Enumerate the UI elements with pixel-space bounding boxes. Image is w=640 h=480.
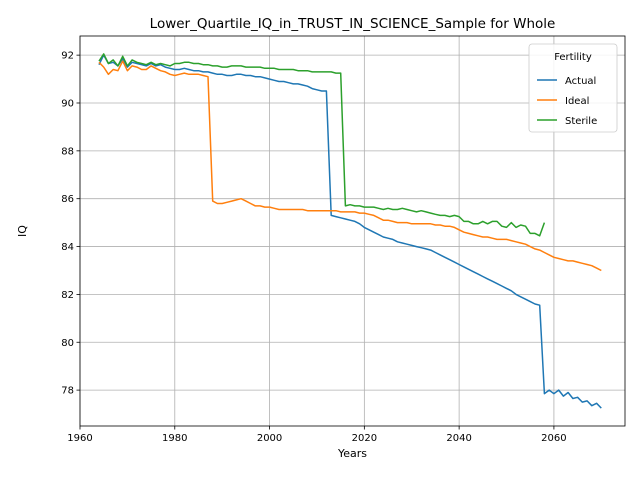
x-tick-label: 2000: [257, 433, 282, 444]
x-axis-label: Years: [337, 447, 367, 460]
y-axis-label: IQ: [16, 225, 29, 237]
series-line-ideal: [98, 60, 602, 272]
y-tick-label: 78: [61, 386, 74, 397]
series-line-actual: [98, 54, 602, 409]
x-tick-label: 2040: [446, 433, 471, 444]
legend-label-sterile: Sterile: [565, 116, 597, 127]
series-lines: [98, 53, 602, 409]
x-tick-label: 2020: [352, 433, 377, 444]
x-tick-label: 1960: [67, 433, 92, 444]
y-tick-label: 86: [61, 194, 74, 205]
legend-title: Fertility: [554, 52, 592, 63]
legend-label-actual: Actual: [565, 76, 596, 87]
x-tick-label: 2060: [541, 433, 566, 444]
legend: Fertility Actual Ideal Sterile: [528, 43, 618, 133]
y-tick-label: 82: [61, 290, 74, 301]
grid-lines: [79, 36, 625, 426]
series-line-sterile: [98, 53, 546, 237]
y-tick-label: 88: [61, 146, 74, 157]
plot-frame: [79, 35, 626, 427]
x-axis-ticks: 1960 1980 2000 2020 2040 2060: [67, 426, 567, 444]
y-axis-ticks: 78 80 82 84 86 88 90 92: [61, 51, 80, 397]
y-tick-label: 84: [61, 242, 74, 253]
chart-title: Lower_Quartile_IQ_in_TRUST_IN_SCIENCE_Sa…: [150, 16, 556, 32]
y-tick-label: 80: [61, 338, 74, 349]
y-tick-label: 92: [61, 51, 74, 62]
y-tick-label: 90: [61, 98, 74, 109]
x-tick-label: 1980: [162, 433, 187, 444]
legend-box: [528, 43, 618, 133]
legend-label-ideal: Ideal: [565, 96, 589, 107]
